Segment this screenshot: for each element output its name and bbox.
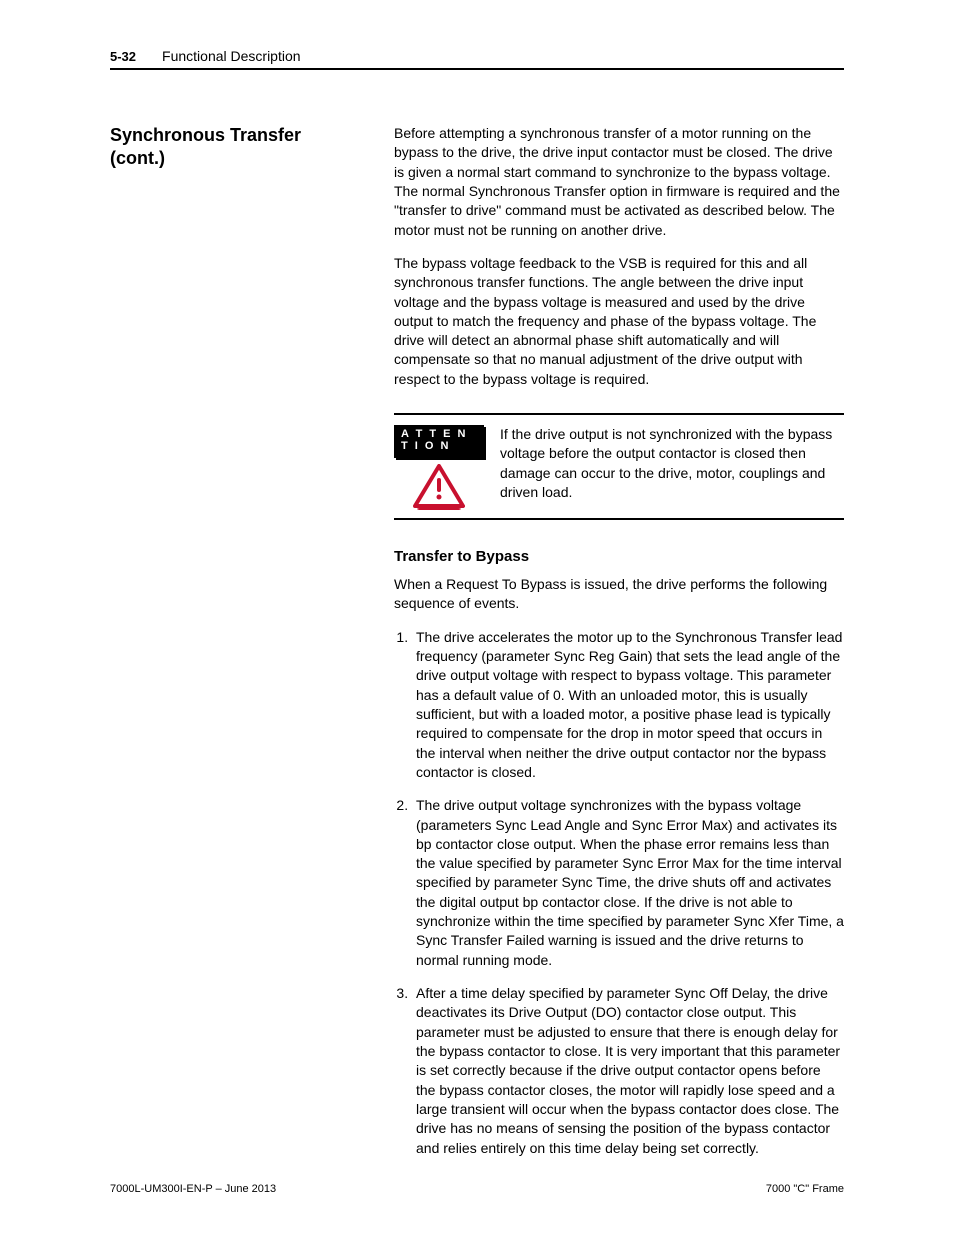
header-rule xyxy=(110,68,844,70)
step-item: After a time delay specified by paramete… xyxy=(412,984,844,1158)
attention-label: A T T E N T I O N xyxy=(394,425,484,458)
step-item: The drive output voltage synchronizes wi… xyxy=(412,796,844,970)
right-column: Before attempting a synchronous transfer… xyxy=(394,124,844,1172)
numbered-steps: The drive accelerates the motor up to th… xyxy=(394,628,844,1158)
page: 5-32 Functional Description Synchronous … xyxy=(0,0,954,1235)
content-grid: Synchronous Transfer (cont.) Before atte… xyxy=(110,124,844,1172)
page-header: 5-32 Functional Description xyxy=(110,48,844,64)
page-number: 5-32 xyxy=(110,49,136,64)
footer-left: 7000L-UM300I-EN-P – June 2013 xyxy=(110,1183,276,1195)
step-item: The drive accelerates the motor up to th… xyxy=(412,628,844,783)
warning-triangle-icon xyxy=(413,464,465,510)
attention-left: A T T E N T I O N xyxy=(394,425,484,510)
page-footer: 7000L-UM300I-EN-P – June 2013 7000 "C" F… xyxy=(110,1183,844,1195)
intro-paragraph: Before attempting a synchronous transfer… xyxy=(394,124,844,240)
subsection-intro: When a Request To Bypass is issued, the … xyxy=(394,575,844,614)
attention-text: If the drive output is not synchronized … xyxy=(500,425,844,510)
header-title: Functional Description xyxy=(162,48,301,64)
attention-block: A T T E N T I O N If the drive output is… xyxy=(394,413,844,520)
section-heading: Synchronous Transfer (cont.) xyxy=(110,124,350,169)
left-column: Synchronous Transfer (cont.) xyxy=(110,124,350,1172)
subsection-heading: Transfer to Bypass xyxy=(394,548,844,565)
footer-right: 7000 "C" Frame xyxy=(766,1183,844,1195)
intro-paragraph: The bypass voltage feedback to the VSB i… xyxy=(394,254,844,389)
